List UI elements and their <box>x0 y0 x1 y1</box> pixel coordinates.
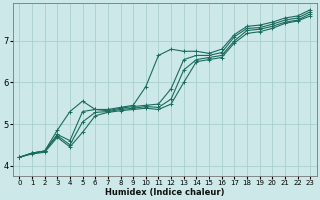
X-axis label: Humidex (Indice chaleur): Humidex (Indice chaleur) <box>105 188 225 197</box>
